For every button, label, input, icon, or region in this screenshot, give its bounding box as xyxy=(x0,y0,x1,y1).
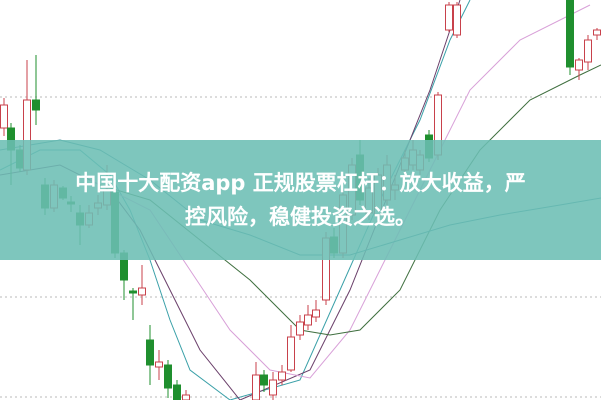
headline-line-1: 中国十大配资app 正规股票杠杆：放大收益，严 xyxy=(75,171,526,195)
candle-up xyxy=(575,59,583,71)
candle-up xyxy=(593,29,601,36)
candle-up xyxy=(269,379,277,396)
candle-up xyxy=(155,361,163,368)
candle-up xyxy=(584,39,592,63)
moving-average-line xyxy=(89,4,591,379)
candle-down xyxy=(129,290,137,294)
candle-up xyxy=(287,336,295,371)
candle-up xyxy=(252,374,260,400)
candle-up xyxy=(445,4,453,31)
candle-up xyxy=(453,4,461,36)
headline-line-2: 控风险，稳健投资之选。 xyxy=(185,205,416,229)
candle-up xyxy=(0,104,8,129)
headline-banner: 中国十大配资app 正规股票杠杆：放大收益，严 控风险，稳健投资之选。 xyxy=(0,140,601,260)
candle-up xyxy=(304,314,312,326)
candle-up xyxy=(312,309,320,318)
candle-down xyxy=(260,374,268,386)
candle-down xyxy=(32,99,40,111)
candle-down xyxy=(146,339,154,366)
candle-up xyxy=(296,321,304,336)
candle-down xyxy=(566,0,574,68)
candle-up xyxy=(138,287,146,296)
candle-down xyxy=(164,364,172,389)
candle-down xyxy=(173,384,181,400)
candle-up xyxy=(182,394,190,400)
candle-up xyxy=(278,371,286,381)
